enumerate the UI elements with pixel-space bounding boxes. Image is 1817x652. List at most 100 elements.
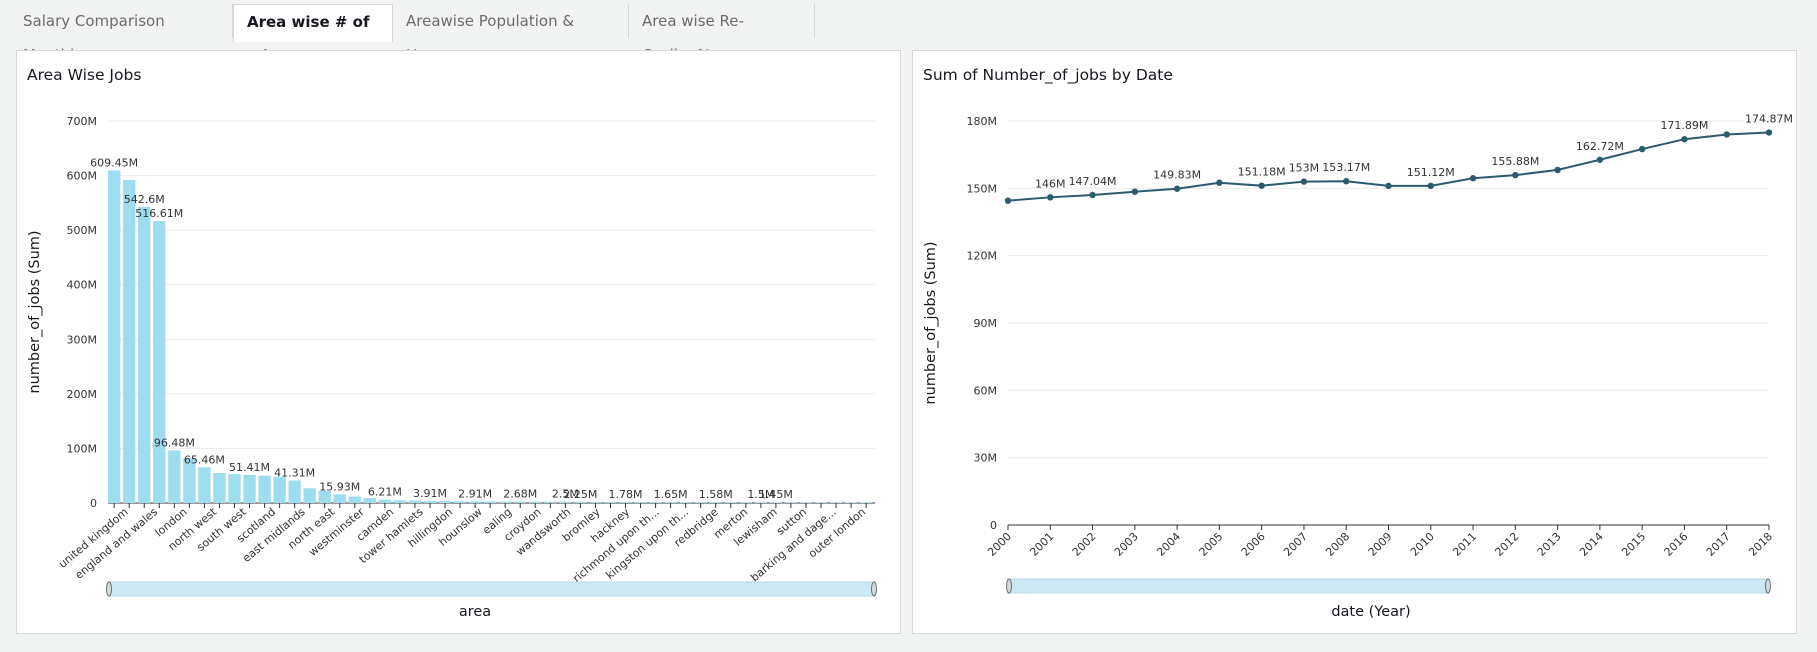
horizontal-scrollbar[interactable] [107,581,876,597]
bar[interactable] [859,502,873,503]
area-wise-jobs-chart[interactable]: 0 100M 200M 300M 400M 500M 600M 700M 609.45M 542.… [17,51,902,635]
data-point[interactable] [1300,178,1308,185]
x-tick-label: 2012 [1492,530,1521,559]
bar[interactable] [814,502,828,503]
bar[interactable] [198,467,211,503]
tab-areawise-population-houses[interactable]: Areawise Population & Houses [393,4,629,64]
data-point[interactable] [1216,179,1223,186]
bar[interactable] [393,500,407,503]
bar[interactable] [634,502,647,503]
tab-salary-comparison-monthly[interactable]: Salary Comparison Monthly [10,4,233,64]
data-point[interactable] [1554,166,1561,174]
bar[interactable] [183,458,196,503]
data-point[interactable] [1089,191,1096,199]
series-line[interactable] [1007,131,1770,202]
point-data-label: 153M [1289,162,1320,175]
bar[interactable] [499,501,512,503]
tab-area-wise-jobs[interactable]: Area wise # of Jobs [233,4,393,65]
bar-data-label: 516.61M [135,207,183,220]
bar[interactable] [529,501,542,503]
right-chart-title: Sum of Number_of_jobs by Date [923,66,1173,84]
bar[interactable] [739,502,752,503]
bar[interactable] [438,501,452,503]
y-tick-label: 500M [67,224,98,237]
y-tick-label: 700M [67,115,98,128]
data-point[interactable] [1004,197,1012,204]
bar[interactable] [243,474,256,503]
bar[interactable] [348,496,361,503]
bar[interactable] [213,472,226,503]
bar[interactable] [288,480,301,503]
bar-data-label: 41.31M [274,466,315,479]
bar[interactable] [453,501,467,503]
jobs-by-date-chart[interactable]: 0 30M 60M 90M 120M 150M 180M 2000 2001 2002 2003 20… [913,51,1798,635]
bar[interactable] [378,499,392,503]
scrollbar-left-handle[interactable] [1006,578,1012,594]
bar[interactable] [589,501,602,503]
point-data-label: 151.18M [1238,166,1286,179]
bar[interactable] [258,475,271,503]
bar[interactable] [769,502,783,503]
horizontal-scrollbar[interactable] [1007,578,1770,594]
bar[interactable] [408,500,422,503]
data-point[interactable] [1723,131,1730,138]
bar[interactable] [303,488,316,503]
data-point[interactable] [1765,129,1773,136]
y-tick-label: 30M [974,452,998,465]
x-tick-label: 2017 [1704,530,1733,559]
bar[interactable] [574,501,587,503]
bar[interactable] [468,501,482,503]
bar[interactable] [619,502,632,503]
y-tick-label: 0 [990,519,997,532]
bar[interactable] [514,501,527,503]
bar-data-label: 1.65M [654,488,688,501]
data-point[interactable] [1047,194,1054,201]
bar[interactable] [679,502,692,503]
scrollbar-right-handle[interactable] [1765,578,1771,594]
bar[interactable] [273,476,286,503]
bar[interactable] [604,501,617,503]
bar[interactable] [844,502,858,503]
data-point[interactable] [1512,171,1519,179]
bar[interactable] [724,502,737,503]
bar[interactable] [559,501,572,503]
bar[interactable] [709,502,722,503]
bar[interactable] [664,502,677,503]
bar[interactable] [138,206,151,503]
bar[interactable] [784,502,798,503]
bar[interactable] [318,490,331,503]
scrollbar-right-handle[interactable] [871,581,877,597]
bar[interactable] [333,494,346,503]
bar[interactable] [168,450,181,503]
data-point[interactable] [1427,182,1434,190]
bar-data-label: 1.45M [759,488,793,501]
bar[interactable] [694,502,707,503]
bar[interactable] [829,502,843,503]
bar[interactable] [754,502,768,503]
tab-area-wise-recycling[interactable]: Area wise Re-Cycling% [629,4,815,64]
bar[interactable] [108,170,121,503]
bar[interactable] [544,501,557,503]
bar[interactable] [423,500,437,503]
bar[interactable] [483,501,497,503]
data-point[interactable] [1385,182,1392,190]
bar[interactable] [123,179,136,504]
data-point[interactable] [1596,156,1604,163]
bar[interactable] [363,498,376,503]
bar-data-label: 2.68M [503,488,537,501]
bar[interactable] [153,221,166,503]
data-point[interactable] [1131,188,1139,195]
x-tick-label: 2000 [985,530,1014,559]
data-point[interactable] [1681,136,1688,143]
data-point[interactable] [1343,178,1350,185]
scrollbar-left-handle[interactable] [106,581,112,597]
data-point[interactable] [1469,175,1477,182]
data-point[interactable] [1173,185,1181,192]
bar[interactable] [228,474,241,503]
data-point[interactable] [1258,182,1265,189]
bar[interactable] [799,502,813,503]
bar[interactable] [649,502,662,503]
y-axis-title: number_of_jobs (Sum) [923,241,939,404]
data-point[interactable] [1638,145,1646,153]
bar-data-label: 1.78M [609,488,643,501]
